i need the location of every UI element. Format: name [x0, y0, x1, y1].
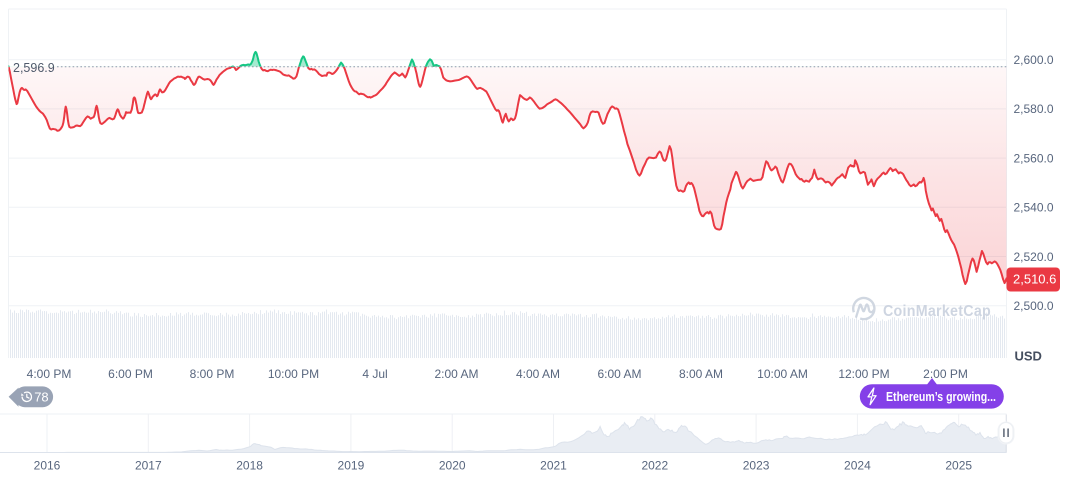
svg-text:2,540.0: 2,540.0 [1014, 201, 1054, 215]
svg-text:2,500.0: 2,500.0 [1014, 299, 1054, 313]
svg-text:2,600.0: 2,600.0 [1014, 53, 1054, 67]
svg-text:2:00 PM: 2:00 PM [923, 367, 968, 381]
svg-text:2023: 2023 [743, 459, 770, 473]
svg-text:2024: 2024 [844, 459, 871, 473]
svg-text:CoinMarketCap: CoinMarketCap [883, 303, 991, 320]
svg-text:2016: 2016 [34, 459, 61, 473]
svg-text:8:00 PM: 8:00 PM [190, 367, 235, 381]
svg-text:8:00 AM: 8:00 AM [679, 367, 723, 381]
svg-text:4:00 AM: 4:00 AM [516, 367, 560, 381]
svg-text:Ethereum’s growing...: Ethereum’s growing... [886, 389, 996, 404]
svg-text:6:00 PM: 6:00 PM [108, 367, 153, 381]
svg-text:10:00 PM: 10:00 PM [268, 367, 319, 381]
svg-text:2020: 2020 [439, 459, 466, 473]
svg-text:2025: 2025 [945, 459, 972, 473]
svg-text:2018: 2018 [236, 459, 263, 473]
svg-text:4 Jul: 4 Jul [362, 367, 387, 381]
svg-text:6:00 AM: 6:00 AM [597, 367, 641, 381]
svg-text:2,580.0: 2,580.0 [1014, 102, 1054, 116]
svg-text:10:00 AM: 10:00 AM [757, 367, 808, 381]
svg-text:USD: USD [1015, 349, 1042, 364]
svg-text:2,560.0: 2,560.0 [1014, 151, 1054, 165]
svg-text:2,520.0: 2,520.0 [1014, 250, 1054, 264]
svg-text:2:00 AM: 2:00 AM [434, 367, 478, 381]
svg-text:2021: 2021 [540, 459, 567, 473]
svg-text:4:00 PM: 4:00 PM [27, 367, 72, 381]
svg-text:12:00 PM: 12:00 PM [838, 367, 889, 381]
svg-text:2,596.9: 2,596.9 [13, 61, 55, 75]
svg-text:78: 78 [34, 389, 48, 404]
svg-text:2022: 2022 [641, 459, 668, 473]
svg-text:2019: 2019 [338, 459, 365, 473]
svg-text:2017: 2017 [135, 459, 162, 473]
svg-text:2,510.6: 2,510.6 [1013, 272, 1056, 287]
